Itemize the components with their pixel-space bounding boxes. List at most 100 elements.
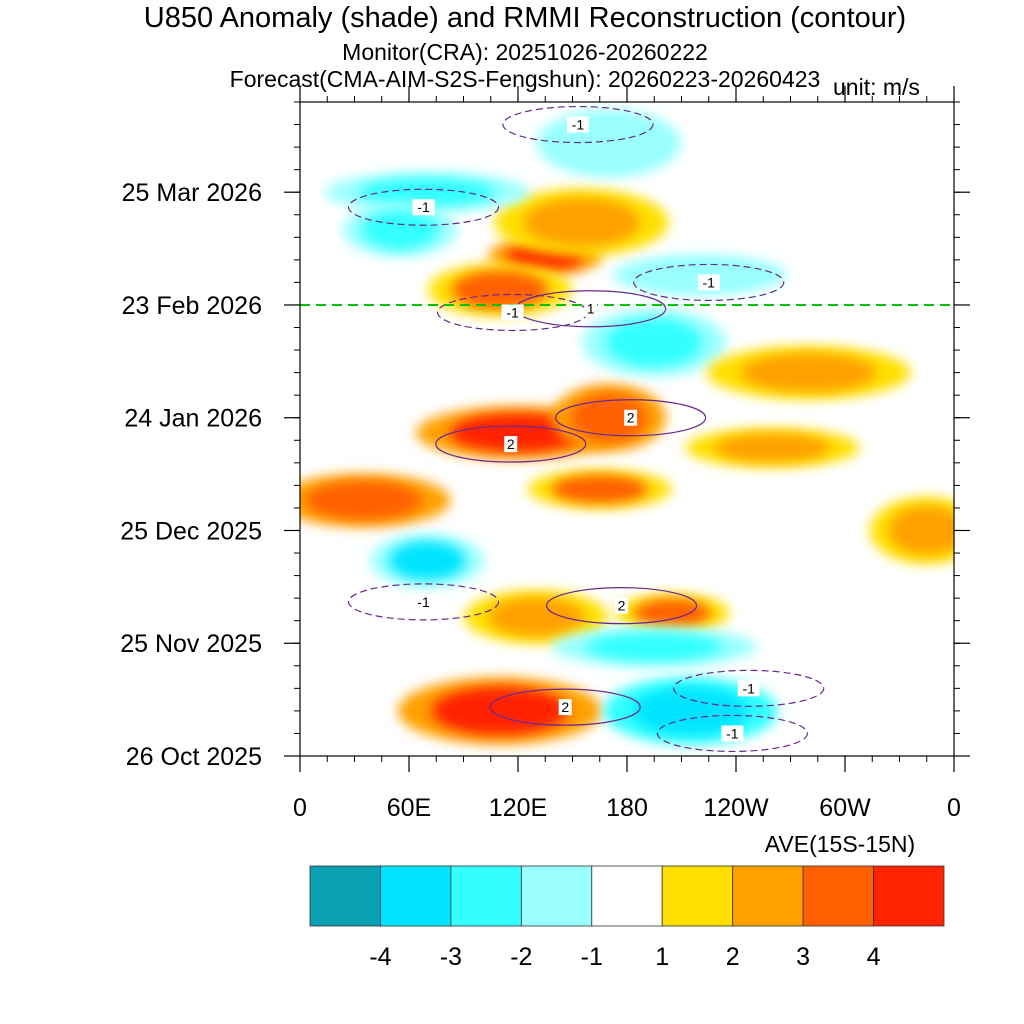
contour-label-bg <box>721 725 744 742</box>
anomaly-blob-core <box>488 597 585 636</box>
contour-labels: -1 -1 -1 -1 1 2 2 -1 2 -1 2 -1 <box>412 116 760 742</box>
rmmi-contour-line <box>347 583 500 621</box>
contour-label-bg <box>584 300 598 317</box>
contour-label-bg <box>566 116 589 133</box>
contour-label: 1 <box>584 300 598 317</box>
anomaly-blob <box>325 172 530 212</box>
colorbar-swatch <box>591 865 663 927</box>
contour-label-text: -1 <box>726 725 739 741</box>
contour-label-bg <box>737 680 760 697</box>
rmmi-contour-line <box>555 399 707 437</box>
anomaly-blob-core <box>740 353 877 392</box>
rmmi-contour-line <box>656 714 808 753</box>
x-axis-label: AVE(15S-15N) <box>765 831 915 857</box>
colorbar-label: 1 <box>655 943 669 971</box>
contour-label: -1 <box>566 116 589 133</box>
x-tick-label: 180 <box>606 794 648 822</box>
contour-label-text: 2 <box>627 410 635 426</box>
anomaly-blob <box>582 308 727 377</box>
y-axis: 26 Oct 2025 25 Nov 2025 25 Dec 2025 24 Jan … <box>120 101 970 771</box>
contour-label-bg <box>412 199 435 216</box>
colorbar-label: -1 <box>581 943 603 971</box>
anomaly-blob <box>397 677 602 745</box>
colorbar-label: -3 <box>440 943 462 971</box>
x-tick-label: 0 <box>293 794 307 822</box>
contour-label: 2 <box>624 409 638 426</box>
chart-title: U850 Anomaly (shade) and RMMI Reconstruc… <box>143 2 907 34</box>
colorbar: -4 -3 -2 -1 1 2 3 4 <box>309 865 945 971</box>
anomaly-blob <box>552 627 757 667</box>
contour-label-bg <box>697 274 720 291</box>
colorbar-swatch <box>309 865 381 927</box>
contour-label: -1 <box>501 304 524 321</box>
x-tick-label: 0 <box>947 794 961 822</box>
rmmi-contour-line <box>489 688 641 726</box>
contour-label-bg <box>501 304 524 321</box>
y-tick-label: 26 Oct 2025 <box>126 743 262 771</box>
contour-label: 2 <box>615 597 629 614</box>
anomaly-blob-core <box>523 198 640 247</box>
colorbar-label: 3 <box>796 943 810 971</box>
rmmi-contour-line <box>545 587 698 625</box>
rmmi-contour-line <box>673 669 825 707</box>
x-tick-label: 60W <box>819 794 871 822</box>
y-tick-label: 23 Feb 2026 <box>122 292 262 320</box>
anomaly-blob-core <box>361 210 438 249</box>
anomaly-blob-core <box>586 633 723 661</box>
contour-label-bg <box>412 593 435 610</box>
contour-label: -1 <box>412 593 435 610</box>
contour-label-text: 2 <box>507 436 515 452</box>
rmmi-contours <box>347 105 825 753</box>
anomaly-blob-core <box>551 475 648 504</box>
contour-label: 2 <box>504 436 518 453</box>
x-tick-label: 120E <box>489 794 547 822</box>
colorbar-label: 2 <box>726 943 740 971</box>
contour-label: -1 <box>412 199 435 216</box>
anomaly-blob <box>615 593 730 633</box>
chart-subtitle-forecast: Forecast(CMA-AIM-S2S-Fengshun): 20260223… <box>229 66 821 92</box>
anomaly-blob <box>706 346 911 400</box>
contour-label-text: -1 <box>417 199 430 215</box>
contour-label: -1 <box>737 680 760 697</box>
anomaly-blob-core <box>389 541 466 580</box>
colorbar-swatch <box>732 865 804 927</box>
anomaly-blob <box>494 188 669 256</box>
contour-label: 2 <box>558 699 572 716</box>
anomaly-blob <box>300 473 451 528</box>
anomaly-blob <box>427 263 572 317</box>
colorbar-swatch <box>520 865 593 927</box>
anomaly-blob <box>342 203 457 257</box>
contour-label-text: -1 <box>572 117 585 133</box>
y-tick-label: 25 Mar 2026 <box>122 179 262 207</box>
anomaly-blob-core <box>450 413 586 452</box>
anomaly-blob <box>370 533 485 588</box>
x-tick-label: 60E <box>387 794 431 822</box>
y-tick-label: 25 Nov 2025 <box>120 630 262 658</box>
anomaly-blob <box>536 109 681 177</box>
colorbar-label: 4 <box>867 943 881 971</box>
anomaly-blob <box>464 590 609 644</box>
anomaly-blob <box>869 496 954 565</box>
contour-label-text: 2 <box>618 598 626 614</box>
colorbar-swatch <box>802 865 874 927</box>
unit-label: unit: m/s <box>833 74 920 100</box>
colorbar-swatch <box>380 865 452 927</box>
anomaly-blob-core <box>632 686 749 735</box>
contour-label-bg <box>558 699 572 716</box>
colorbar-label: -2 <box>510 943 532 971</box>
colorbar-swatch <box>661 865 734 927</box>
contour-label-bg <box>624 409 638 426</box>
plot-area: -1 -1 -1 -1 1 2 2 -1 2 -1 2 -1 <box>299 101 955 757</box>
contour-label-bg <box>615 597 629 614</box>
anomaly-blob-core <box>305 481 422 520</box>
chart-subtitle-monitor: Monitor(CRA): 20251026-20260222 <box>342 39 708 65</box>
anomaly-shading <box>300 109 954 745</box>
anomaly-blob-core <box>606 318 703 367</box>
contour-label-text: -1 <box>506 304 519 320</box>
contour-label: -1 <box>721 725 744 742</box>
rmmi-contour-line <box>502 105 654 144</box>
y-tick-label: 25 Dec 2025 <box>120 517 262 545</box>
rmmi-contour-line <box>633 263 785 302</box>
anomaly-blob-core <box>570 393 647 442</box>
anomaly-blob-core <box>888 506 954 555</box>
